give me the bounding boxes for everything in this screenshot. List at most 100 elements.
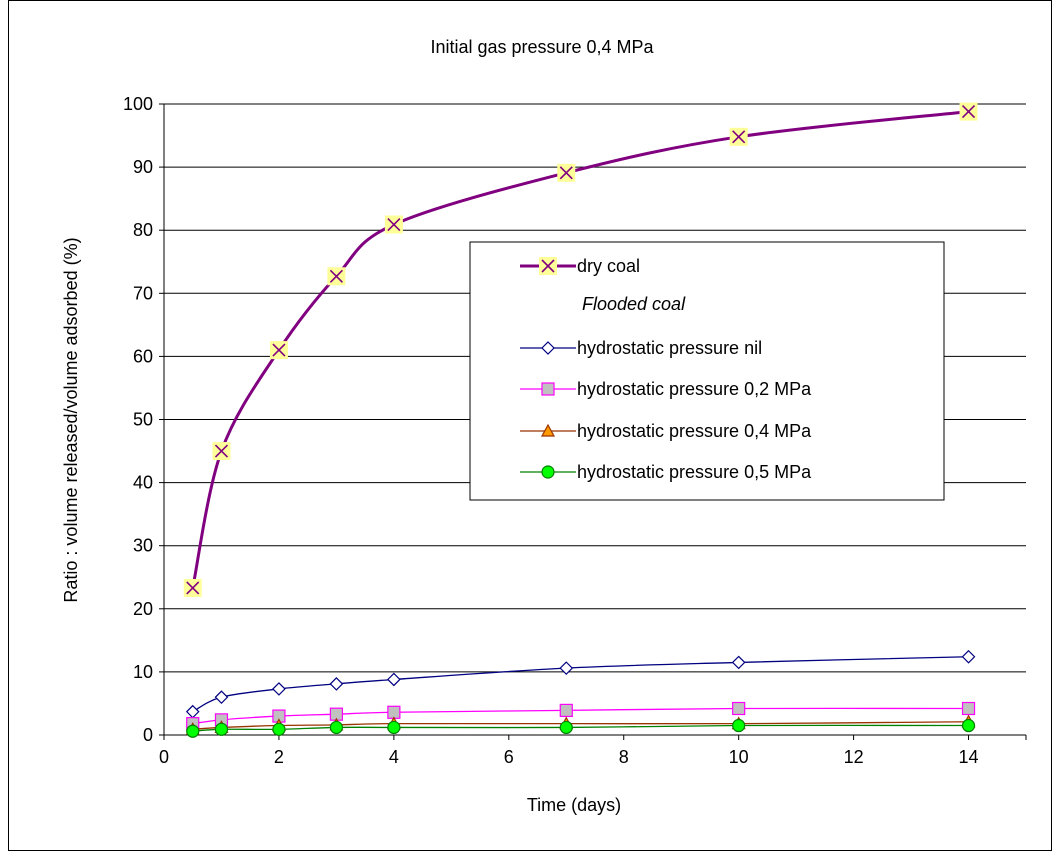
point-hydrostatic-nil-3	[329, 677, 344, 691]
point-hydrostatic-0-5-0-circle	[186, 724, 200, 738]
point-hydrostatic-0-5-1	[214, 722, 229, 736]
point-dry-coal-2-cross-b	[272, 343, 286, 357]
point-hydrostatic-nil-5	[559, 661, 574, 675]
point-hydrostatic-nil-7	[961, 649, 976, 664]
point-dry-coal-7	[959, 102, 978, 121]
series-line-hydrostatic-0-4	[192, 721, 969, 730]
point-dry-coal-0-cross-b	[186, 581, 200, 595]
y-axis-label: Ratio : volume released/volume adsorbed …	[61, 237, 81, 602]
point-dry-coal-3-cross-b	[329, 269, 343, 283]
point-hydrostatic-0-5-7	[961, 718, 976, 733]
point-dry-coal-7-cross-b	[961, 105, 976, 119]
legend-marker-hydrostatic-0-2	[541, 382, 555, 396]
point-hydrostatic-0-5-7-circle	[961, 718, 976, 733]
point-hydrostatic-0-5-4-circle	[387, 720, 401, 735]
point-dry-coal-1	[212, 442, 231, 461]
y-tick-label-30: 30	[133, 536, 153, 556]
series-dry-coal	[183, 102, 978, 597]
point-hydrostatic-nil-6	[731, 655, 746, 670]
point-hydrostatic-0-2-6-square	[732, 701, 746, 716]
x-tick-label-2: 2	[274, 747, 284, 767]
y-tick-label-20: 20	[133, 599, 153, 619]
point-hydrostatic-nil-4-diamond	[387, 672, 401, 687]
y-tick-label-60: 60	[133, 346, 153, 366]
legend-label-hydrostatic-nil: hydrostatic pressure nil	[577, 338, 762, 358]
point-dry-coal-6-cross-b	[732, 130, 746, 144]
legend: dry coal Flooded coal hydrostatic pressu…	[469, 241, 945, 501]
point-dry-coal-3	[327, 267, 346, 286]
y-tick-label-40: 40	[133, 473, 153, 493]
point-hydrostatic-0-2-7	[961, 701, 976, 716]
legend-marker-hydrostatic-0-4	[540, 423, 556, 437]
point-hydrostatic-0-2-7-square	[961, 701, 976, 716]
legend-label-dry-coal: dry coal	[577, 256, 640, 276]
point-hydrostatic-0-5-4	[387, 720, 401, 735]
legend-item-hydrostatic-nil	[520, 341, 576, 355]
point-dry-coal-2	[269, 341, 288, 360]
y-tick-label-80: 80	[133, 220, 153, 240]
series-hydrostatic-0-5	[186, 718, 976, 738]
point-hydrostatic-0-5-2-circle	[272, 722, 286, 736]
point-dry-coal-0	[183, 578, 202, 597]
point-hydrostatic-0-5-6	[732, 718, 746, 733]
point-hydrostatic-nil-2	[272, 682, 286, 696]
point-dry-coal-5-cross-b	[559, 166, 573, 180]
y-tick-label-100: 100	[123, 94, 153, 114]
legend-marker-dry-coal-cross-b	[541, 259, 555, 273]
series-hydrostatic-nil	[185, 649, 976, 719]
point-hydrostatic-0-5-3	[329, 720, 343, 735]
chart-title: Initial gas pressure 0,4 MPa	[430, 37, 654, 57]
legend-marker-hydrostatic-nil	[541, 341, 555, 355]
point-dry-coal-1-cross-b	[214, 444, 229, 458]
point-hydrostatic-nil-1-diamond	[214, 690, 229, 704]
point-dry-coal-5	[557, 163, 576, 182]
legend-label-hydrostatic-0-2: hydrostatic pressure 0,2 MPa	[577, 379, 812, 399]
point-hydrostatic-nil-5-diamond	[559, 661, 574, 675]
legend-label-hydrostatic-0-4: hydrostatic pressure 0,4 MPa	[577, 421, 812, 441]
point-hydrostatic-nil-3-diamond	[329, 677, 344, 691]
x-tick-label-8: 8	[619, 747, 629, 767]
point-hydrostatic-nil-7-diamond	[961, 649, 976, 664]
y-tick-label-90: 90	[133, 157, 153, 177]
legend-marker-hydrostatic-0-5	[541, 465, 555, 479]
point-hydrostatic-0-5-5-circle	[559, 720, 573, 735]
point-hydrostatic-nil-2-diamond	[272, 682, 286, 696]
y-tick-label-0: 0	[143, 725, 153, 745]
x-tick-label-12: 12	[844, 747, 864, 767]
point-hydrostatic-0-5-3-circle	[329, 720, 343, 735]
point-hydrostatic-0-5-0	[186, 724, 200, 738]
axis-layer: 0 10 20 30 40 50 60 70 80 90 100 0 2 4 6 8 10 12 14	[123, 94, 1027, 767]
y-tick-label-50: 50	[133, 410, 153, 430]
x-tick-label-0: 0	[159, 747, 169, 767]
point-hydrostatic-0-2-5	[559, 703, 573, 717]
legend-label-hydrostatic-0-5: hydrostatic pressure 0,5 MPa	[577, 462, 812, 482]
series-line-hydrostatic-nil	[192, 656, 969, 713]
x-tick-label-4: 4	[389, 747, 399, 767]
point-dry-coal-6	[729, 127, 748, 146]
point-dry-coal-4	[384, 215, 403, 234]
legend-item-dry-coal	[520, 257, 576, 275]
point-hydrostatic-nil-6-diamond	[731, 655, 746, 670]
x-tick-label-14: 14	[959, 747, 979, 767]
legend-item-hydrostatic-0-2	[520, 382, 576, 396]
legend-item-hydrostatic-0-5	[520, 465, 576, 479]
point-hydrostatic-0-5-1-circle	[214, 722, 229, 736]
point-hydrostatic-0-5-2	[272, 722, 286, 736]
point-hydrostatic-0-2-6	[732, 701, 746, 716]
point-hydrostatic-nil-1	[214, 690, 229, 704]
point-hydrostatic-0-2-5-square	[559, 703, 573, 717]
legend-marker-hydrostatic-nil-diamond	[541, 341, 555, 355]
point-dry-coal-4-cross-b	[387, 217, 401, 232]
y-tick-label-70: 70	[133, 283, 153, 303]
legend-marker-hydrostatic-0-4-triangle	[540, 423, 556, 437]
series-layer	[183, 102, 978, 738]
x-tick-label-6: 6	[504, 747, 514, 767]
legend-marker-hydrostatic-0-5-circle	[541, 465, 555, 479]
legend-marker-dry-coal	[539, 257, 557, 275]
legend-marker-hydrostatic-0-2-square	[541, 382, 555, 396]
x-tick-label-10: 10	[729, 747, 749, 767]
series-line-hydrostatic-0-5	[192, 724, 969, 732]
point-hydrostatic-0-5-5	[559, 720, 573, 735]
